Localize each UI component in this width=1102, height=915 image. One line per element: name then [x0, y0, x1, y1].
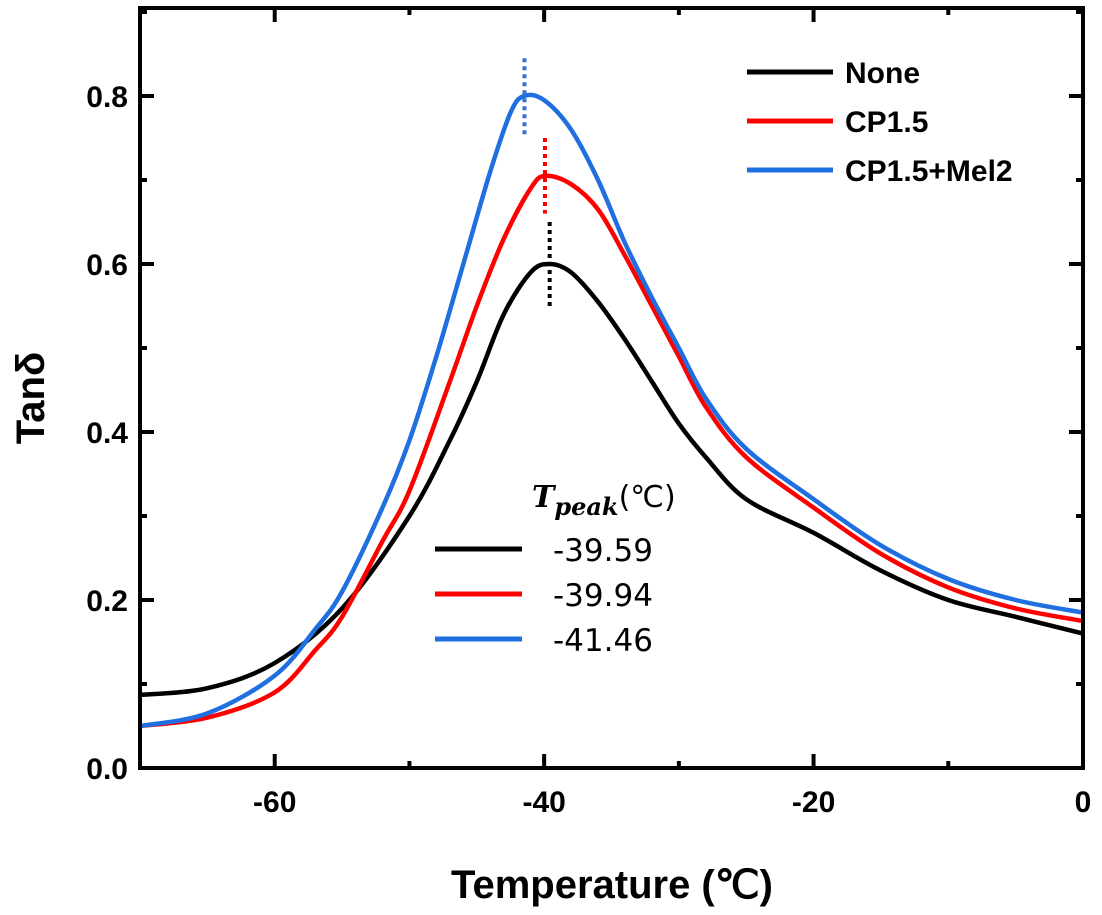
- peak-table-value: -39.59: [553, 533, 653, 569]
- peak-table-value: -39.94: [553, 578, 653, 614]
- legend-label: None: [845, 57, 920, 90]
- legend-label: CP1.5+Mel2: [845, 155, 1013, 188]
- y-tick-label: 0.8: [86, 81, 128, 114]
- y-axis-title: Tanδ: [9, 352, 53, 444]
- peak-markers: [522, 58, 552, 306]
- x-axis: -60 -40 -20 0: [138, 8, 1092, 819]
- plot-frame: [138, 6, 1085, 770]
- x-axis-title: Temperature (℃): [451, 863, 773, 907]
- x-tick-label: 0: [1075, 786, 1092, 819]
- peak-table-title: Tpeak(℃): [532, 480, 676, 521]
- peak-table-value: -41.46: [553, 623, 653, 659]
- y-axis: 0.0 0.2 0.4 0.6 0.8: [86, 10, 1083, 786]
- x-tick-label: -60: [253, 786, 296, 819]
- y-tick-label: 0.6: [86, 249, 128, 282]
- peak-title-sub: peak: [554, 492, 618, 521]
- x-tick-label: -20: [792, 786, 835, 819]
- y-tick-label: 0.2: [86, 585, 128, 618]
- series-line-cp1-5-mel2: [139, 92, 1084, 729]
- y-tick-label: 0.4: [86, 417, 128, 450]
- peak-title-main: T: [532, 480, 557, 515]
- peak-title-unit: (℃): [619, 480, 676, 515]
- peak-temperature-table: Tpeak(℃) -39.59 -39.94 -41.46: [435, 480, 676, 659]
- legend-label: CP1.5: [845, 106, 928, 139]
- series-line-cp1-5: [139, 173, 1084, 729]
- legend: None CP1.5 CP1.5+Mel2: [747, 57, 1013, 188]
- x-tick-label: -40: [522, 786, 565, 819]
- y-tick-label: 0.0: [86, 753, 128, 786]
- plot-curves: [139, 92, 1084, 729]
